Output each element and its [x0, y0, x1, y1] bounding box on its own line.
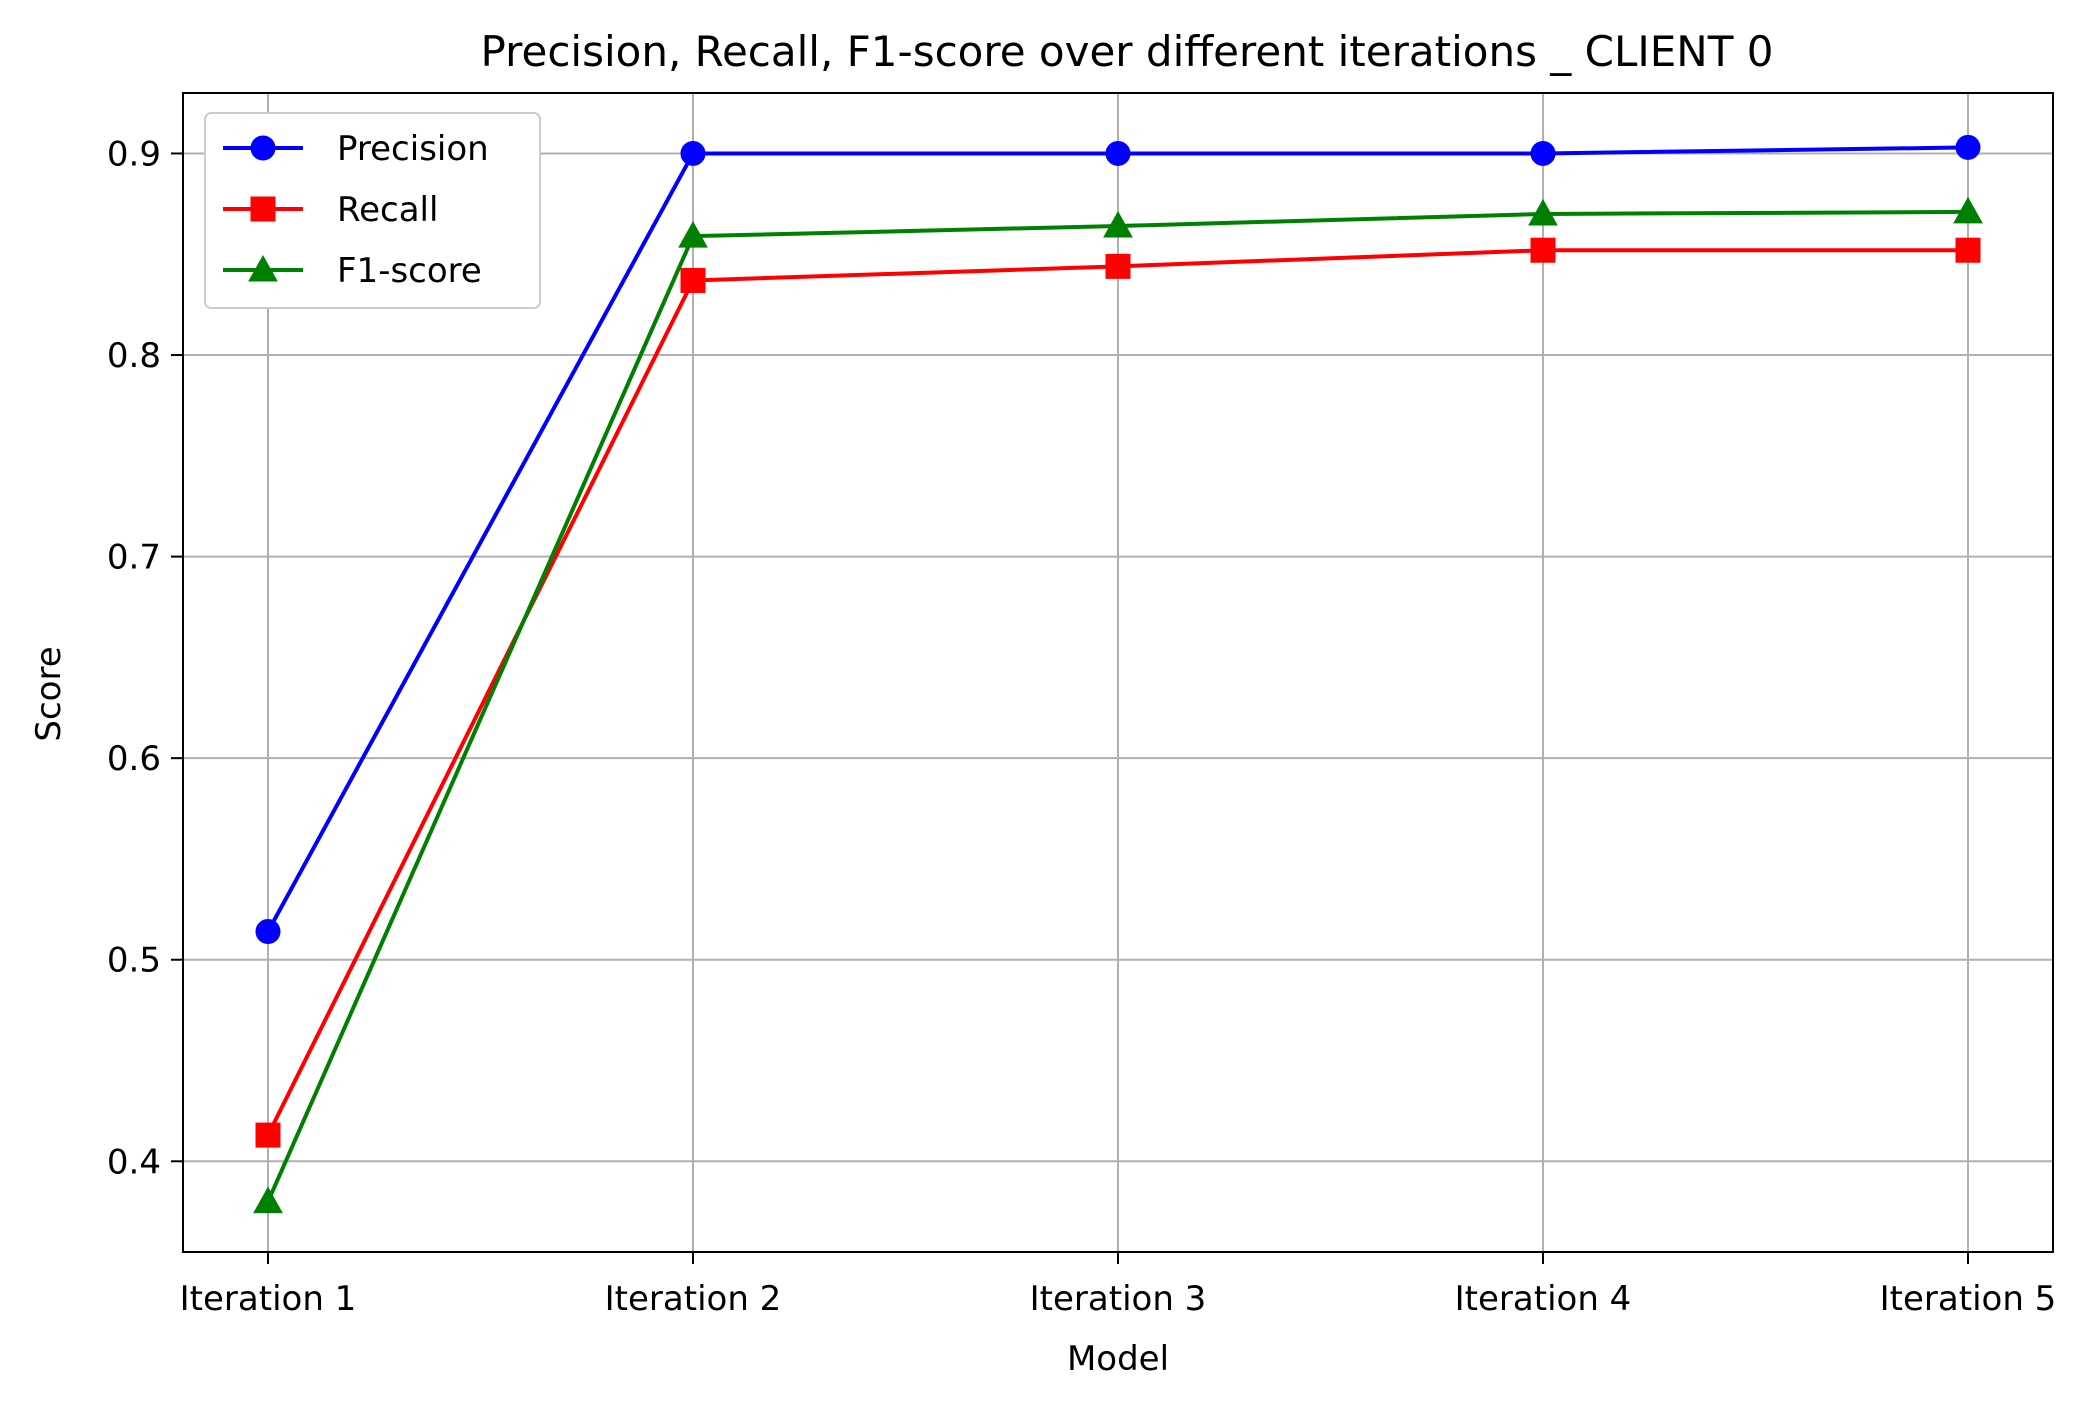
x-axis-label: Model [1067, 1339, 1169, 1379]
precision-point [1105, 140, 1131, 166]
series-precision [255, 134, 1981, 945]
legend-swatch-marker [250, 135, 276, 161]
legend-item-precision: Precision [223, 129, 489, 169]
precision-point [1530, 140, 1556, 166]
series-layer [253, 134, 1983, 1214]
legend-swatch-marker [250, 196, 276, 222]
y-tick-label: 0.8 [107, 336, 161, 376]
legend-label: Recall [337, 190, 438, 230]
x-tick-label: Iteration 3 [1030, 1279, 1207, 1319]
legend-swatch-marker [248, 254, 278, 282]
y-tick-label: 0.5 [107, 941, 161, 981]
y-tick-label: 0.9 [107, 134, 161, 174]
legend-label: Precision [337, 129, 489, 169]
x-tick-label: Iteration 2 [605, 1279, 782, 1319]
series-recall [255, 237, 1981, 1148]
x-tick-label: Iteration 1 [180, 1279, 357, 1319]
y-axis-label: Score [29, 646, 69, 741]
legend-box [204, 112, 541, 309]
f1-score-point [253, 1186, 283, 1214]
legend-label: F1-score [337, 251, 482, 291]
precision-point [255, 919, 281, 945]
f1-score-point [678, 221, 708, 248]
precision-point [680, 140, 706, 166]
y-tick-label: 0.7 [107, 538, 161, 578]
f1-score-point [1953, 196, 1983, 224]
f1-score-point [1103, 211, 1133, 238]
x-tick-label: Iteration 5 [1880, 1279, 2057, 1319]
recall-point [1105, 253, 1131, 279]
recall-point [1955, 237, 1981, 263]
f1-score-point [1528, 198, 1558, 226]
tick-layer: Iteration 1 Iteration 2 Iteration 3 Iterati… [107, 134, 2056, 1319]
recall-point [680, 267, 706, 293]
legend: Precision Recall F1-score [204, 112, 541, 309]
chart-title: Precision, Recall, F1-score over differe… [481, 27, 1774, 76]
legend-item-recall: Recall [223, 190, 438, 230]
y-tick-label: 0.4 [107, 1142, 161, 1182]
series-f1-score [253, 196, 1983, 1214]
legend-item-f1-score: F1-score [223, 251, 482, 291]
y-tick-label: 0.6 [107, 739, 161, 779]
recall-point [1530, 237, 1556, 263]
precision-point [1955, 134, 1981, 160]
recall-point [255, 1122, 281, 1148]
x-tick-label: Iteration 4 [1455, 1279, 1632, 1319]
